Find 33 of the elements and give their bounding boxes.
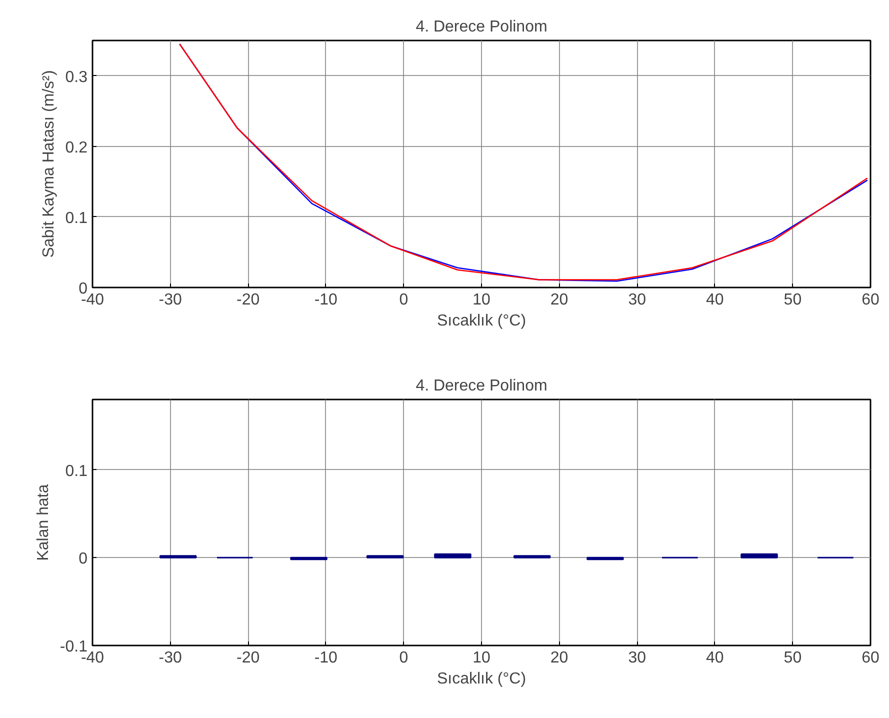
x-tick-label: 50 xyxy=(784,292,802,308)
x-tick-label: 50 xyxy=(784,650,802,666)
x-axis-title: Sıcaklık (°C) xyxy=(436,670,526,688)
y-tick-label: 0.3 xyxy=(65,68,88,86)
x-tick-label: 40 xyxy=(706,650,724,666)
x-tick-label: -20 xyxy=(236,292,260,308)
x-axis-title: Sıcaklık (°C) xyxy=(436,312,526,330)
y-tick-label: 0 xyxy=(78,280,88,298)
x-tick-label: 60 xyxy=(862,292,880,308)
y-axis-title: Kalan hata xyxy=(34,484,52,561)
y-tick-label: -0.1 xyxy=(60,638,88,656)
x-tick-label: 30 xyxy=(628,650,646,666)
x-tick-label: 20 xyxy=(550,650,568,666)
x-tick-label: 20 xyxy=(550,292,568,308)
x-tick-label: 40 xyxy=(706,292,724,308)
y-tick-label: 0.2 xyxy=(65,139,88,156)
x-tick-label: 0 xyxy=(399,292,408,308)
x-tick-label: 0 xyxy=(399,650,408,666)
x-tick-label: 60 xyxy=(862,650,880,666)
y-tick-label: 0 xyxy=(78,550,88,568)
x-tick-label: 10 xyxy=(472,650,490,666)
x-tick-label: -30 xyxy=(158,292,182,308)
chart-title: 4. Derece Polinom xyxy=(416,18,548,36)
x-tick-label: -20 xyxy=(236,650,260,666)
x-tick-label: 10 xyxy=(472,292,490,308)
x-tick-label: -10 xyxy=(314,650,338,666)
x-tick-label: -30 xyxy=(158,650,182,666)
y-tick-label: 0.1 xyxy=(65,210,88,227)
chart-title: 4. Derece Polinom xyxy=(416,378,548,394)
y-tick-label: 0.1 xyxy=(65,462,88,480)
x-tick-label: 30 xyxy=(628,292,646,308)
x-tick-label: -10 xyxy=(314,292,338,308)
y-axis-title: Sabit Kayma Hatası (m/s²) xyxy=(40,70,58,258)
